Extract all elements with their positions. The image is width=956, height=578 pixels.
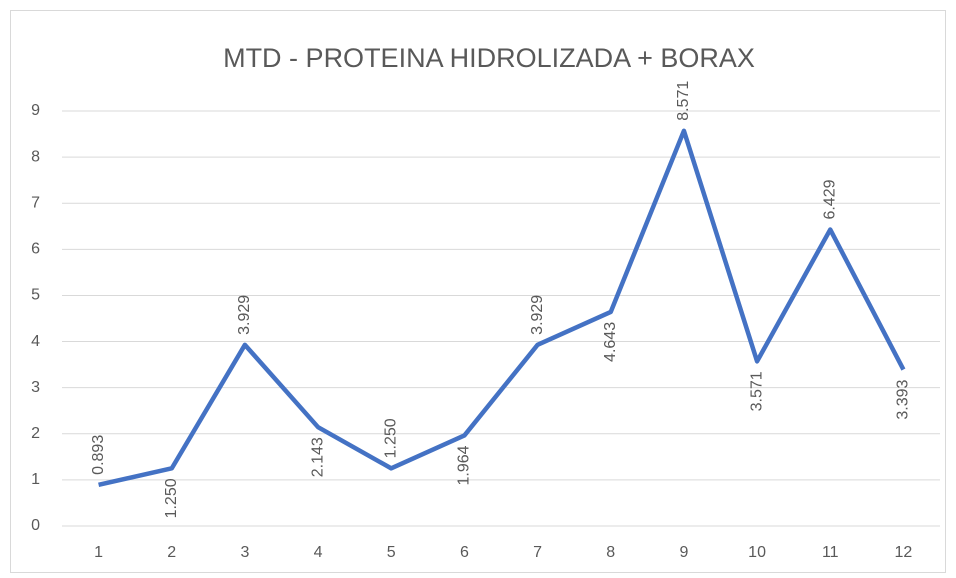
data-label: 0.893: [90, 435, 107, 475]
y-tick-label: 2: [31, 425, 40, 442]
x-tick-label: 9: [679, 544, 688, 561]
x-tick-label: 5: [387, 544, 396, 561]
data-label: 8.571: [675, 81, 692, 121]
data-label: 1.250: [382, 418, 399, 458]
data-label: 3.929: [529, 295, 546, 335]
data-label: 1.964: [456, 445, 473, 485]
data-label: 2.143: [309, 437, 326, 477]
x-tick-label: 7: [533, 544, 542, 561]
x-tick-label: 12: [895, 544, 913, 561]
y-tick-label: 8: [31, 148, 40, 165]
data-label: 3.571: [748, 371, 765, 411]
data-label: 1.250: [163, 478, 180, 518]
y-tick-label: 6: [31, 241, 40, 258]
data-line: [98, 128, 906, 488]
y-tick-label: 3: [31, 379, 40, 396]
y-tick-label: 4: [31, 333, 40, 350]
data-label: 3.393: [895, 379, 912, 419]
chart-border: [10, 10, 946, 573]
x-tick-label: 3: [240, 544, 249, 561]
data-label: 6.429: [821, 179, 838, 219]
data-label: 4.643: [602, 322, 619, 362]
y-tick-label: 9: [31, 102, 40, 119]
y-tick-label: 0: [31, 517, 40, 534]
y-tick-label: 1: [31, 471, 40, 488]
x-tick-label: 10: [748, 544, 766, 561]
y-tick-label: 7: [31, 194, 40, 211]
chart-title: MTD - PROTEINA HIDROLIZADA + BORAX: [223, 43, 755, 73]
data-label: 3.929: [236, 295, 253, 335]
x-tick-label: 8: [606, 544, 615, 561]
x-tick-label: 1: [94, 544, 103, 561]
x-tick-label: 2: [167, 544, 176, 561]
x-tick-label: 6: [460, 544, 469, 561]
x-tick-label: 11: [822, 544, 839, 561]
x-tick-label: 4: [314, 544, 323, 561]
y-tick-label: 5: [31, 287, 40, 304]
